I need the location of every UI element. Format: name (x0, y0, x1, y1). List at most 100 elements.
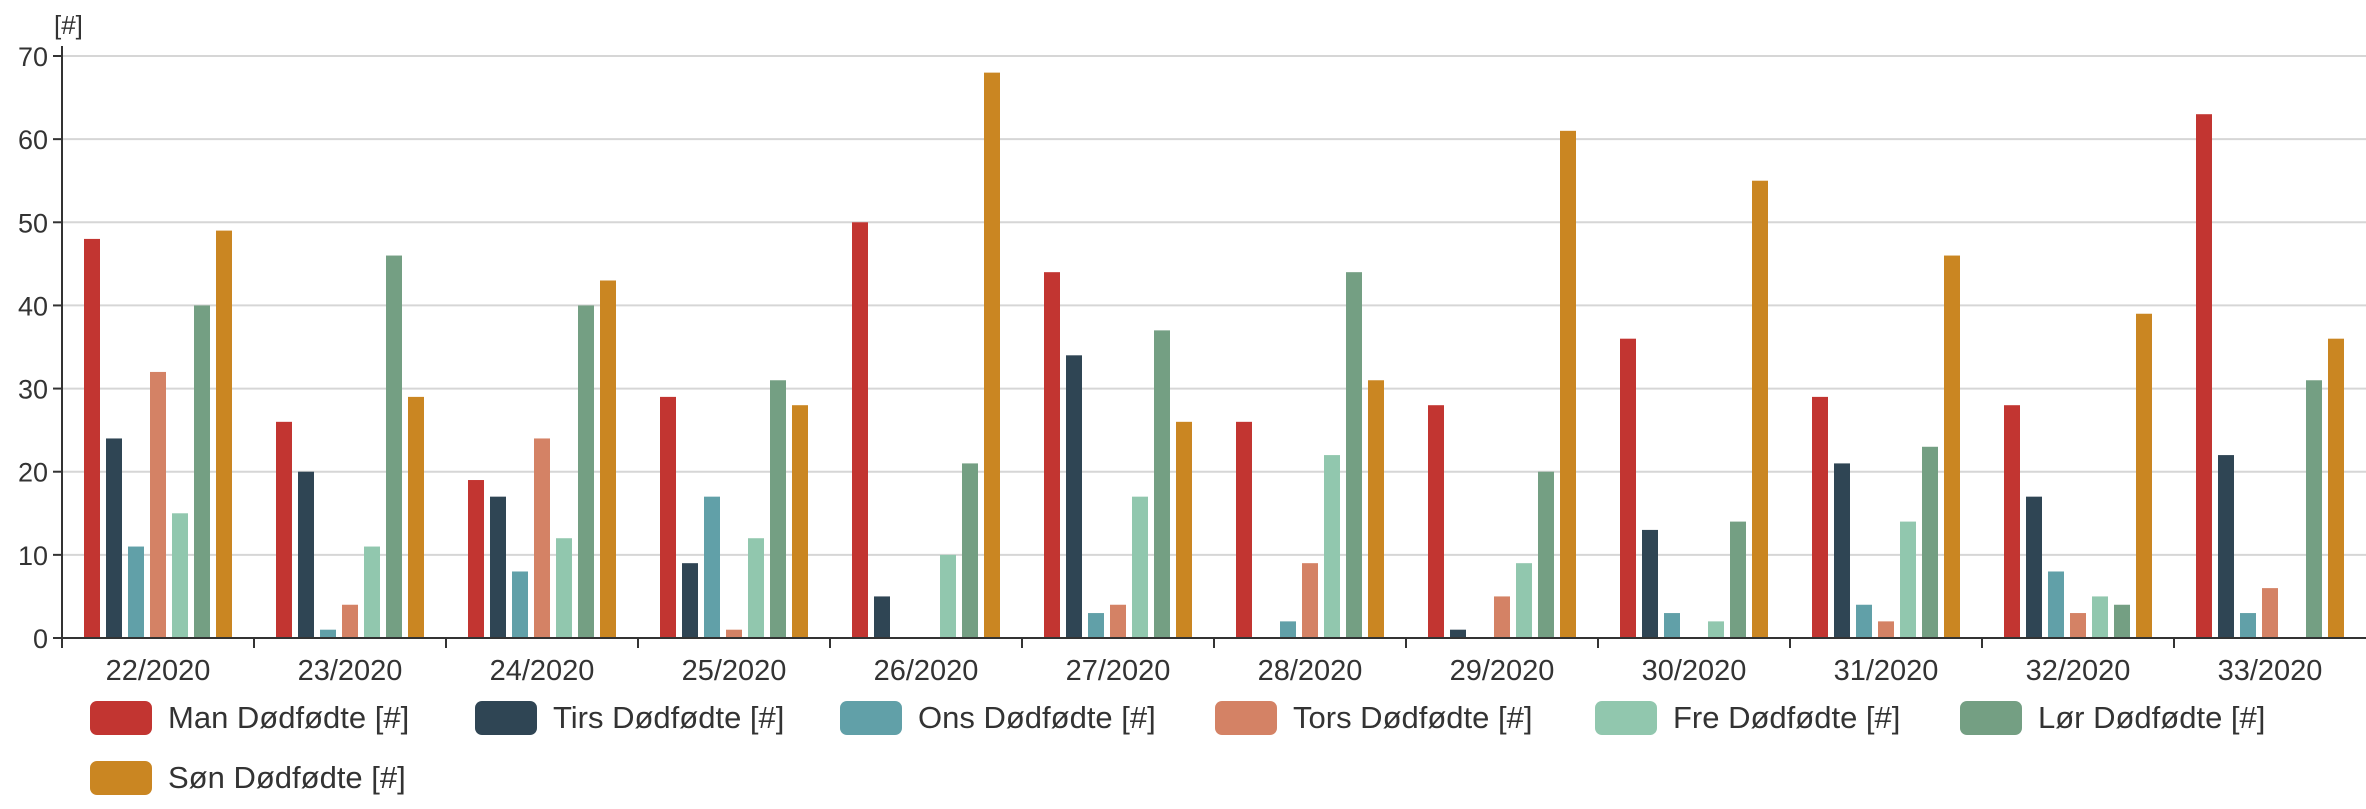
bar (128, 546, 144, 638)
bar (150, 371, 166, 638)
bar (1110, 604, 1126, 638)
legend-label: Tors Dødfødte [#] (1293, 700, 1533, 735)
bar (1642, 529, 1658, 638)
bar (364, 546, 380, 638)
bar (682, 563, 698, 638)
bar (490, 496, 506, 638)
bar (386, 255, 402, 639)
bar (770, 380, 786, 638)
bar (172, 513, 188, 638)
legend-swatch (1215, 701, 1277, 735)
bar (1132, 496, 1148, 638)
bar (216, 230, 232, 638)
bar (1236, 421, 1252, 638)
bar (600, 280, 616, 638)
x-tick-label: 28/2020 (1258, 655, 1363, 687)
x-tick-label: 29/2020 (1450, 655, 1555, 687)
legend-label: Søn Dødfødte [#] (168, 760, 406, 795)
y-tick-label: 0 (33, 624, 48, 654)
bar (1066, 355, 1082, 638)
legend-swatch (1960, 701, 2022, 735)
y-tick-label: 50 (18, 208, 48, 238)
legend-item[interactable]: Man Dødfødte [#] (90, 700, 409, 736)
bar (1324, 455, 1340, 638)
bar (578, 305, 594, 638)
bar (1516, 563, 1532, 638)
bar-chart: [#] 0 10 20 30 40 50 60 70 22/2020 23/2020 24/2020… (18, 10, 2366, 687)
bar (1494, 596, 1510, 638)
bar (940, 554, 956, 638)
bar (2070, 613, 2086, 638)
bar (1302, 563, 1318, 638)
bar (874, 596, 890, 638)
bar (1280, 621, 1296, 638)
bar (1900, 521, 1916, 638)
legend-label: Man Dødfødte [#] (168, 700, 410, 735)
bar (1154, 330, 1170, 638)
bar (792, 405, 808, 638)
legend-item[interactable]: Fre Dødfødte [#] (1595, 700, 1900, 736)
bar (1560, 130, 1576, 639)
legend-label: Fre Dødfødte [#] (1673, 700, 1901, 735)
bar (2026, 496, 2042, 638)
bar (2306, 380, 2322, 638)
bar (1730, 521, 1746, 638)
bar (2262, 588, 2278, 638)
bar (726, 629, 742, 638)
bar (1812, 396, 1828, 638)
y-tick-label: 40 (18, 291, 48, 321)
x-tick-label: 26/2020 (874, 655, 979, 687)
legend-swatch (475, 701, 537, 735)
bar (468, 480, 484, 638)
bar (2240, 613, 2256, 638)
axes: 0 10 20 30 40 50 60 70 22/2020 23/2020 24/2020 25/2… (18, 42, 2366, 687)
bars (84, 72, 2344, 639)
legend-swatch (840, 701, 902, 735)
bar (2004, 405, 2020, 638)
y-tick-label: 30 (18, 375, 48, 405)
bar (556, 538, 572, 638)
bar (704, 496, 720, 638)
y-tick-label: 20 (18, 458, 48, 488)
bar (2328, 338, 2344, 638)
bar (276, 421, 292, 638)
bar (660, 396, 676, 638)
legend-swatch (90, 761, 152, 795)
x-tick-label: 31/2020 (1834, 655, 1939, 687)
bar (534, 438, 550, 638)
bar (1878, 621, 1894, 638)
legend-item[interactable]: Tirs Dødfødte [#] (475, 700, 784, 736)
bar (512, 571, 528, 638)
bar (962, 463, 978, 638)
gridlines (62, 55, 2366, 556)
bar (2196, 114, 2212, 638)
bar (298, 471, 314, 638)
legend-item[interactable]: Tors Dødfødte [#] (1215, 700, 1532, 736)
y-tick-label: 60 (18, 125, 48, 155)
bar (1856, 604, 1872, 638)
bar (1944, 255, 1960, 639)
bar (1664, 613, 1680, 638)
bar (2114, 604, 2130, 638)
x-tick-label: 25/2020 (682, 655, 787, 687)
bar (2048, 571, 2064, 638)
x-tick-label: 23/2020 (298, 655, 403, 687)
x-tick-label: 30/2020 (1642, 655, 1747, 687)
bar (1088, 613, 1104, 638)
bar (342, 604, 358, 638)
bar (2136, 313, 2152, 638)
legend-swatch (90, 701, 152, 735)
legend-item[interactable]: Ons Dødfødte [#] (840, 700, 1156, 736)
bar (1620, 338, 1636, 638)
legend-item[interactable]: Lør Dødfødte [#] (1960, 700, 2265, 736)
legend-label: Tirs Dødfødte [#] (553, 700, 785, 735)
bar (1044, 272, 1060, 638)
bar (1834, 463, 1850, 638)
legend-label: Ons Dødfødte [#] (918, 700, 1156, 735)
bar (84, 238, 100, 638)
bar (852, 222, 868, 639)
bar (1450, 629, 1466, 638)
legend-item[interactable]: Søn Dødfødte [#] (90, 760, 406, 796)
bar (984, 72, 1000, 639)
x-tick-label: 27/2020 (1066, 655, 1171, 687)
